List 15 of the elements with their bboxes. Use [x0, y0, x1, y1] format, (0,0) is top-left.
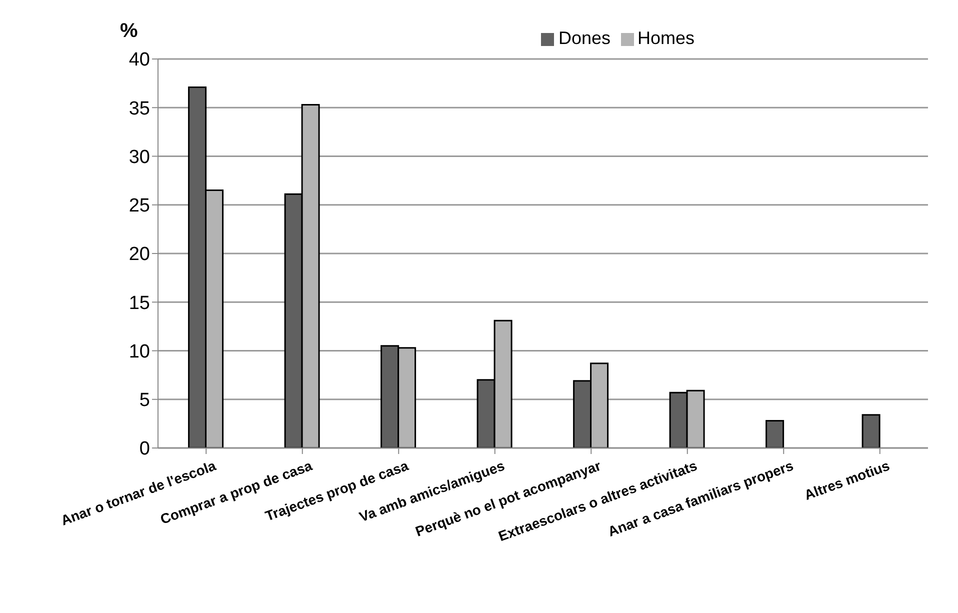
y-tick-label: 10 [128, 341, 150, 362]
y-tick-label: 5 [139, 390, 150, 412]
y-tick-label: 0 [139, 438, 150, 460]
legend-label: Homes [638, 28, 695, 48]
y-tick-label: 15 [128, 292, 150, 314]
y-tick-label: 35 [128, 98, 150, 120]
y-tick-label: 40 [128, 50, 150, 71]
legend-label: Dones [558, 28, 610, 48]
y-tick-label: 25 [128, 196, 150, 217]
x-tick-label: Altres motius [802, 457, 892, 503]
bar [766, 420, 784, 448]
bar [862, 414, 880, 448]
y-axis-title: % [120, 20, 138, 43]
y-tick-label: 20 [128, 244, 150, 266]
y-tick-label: 30 [128, 146, 150, 168]
